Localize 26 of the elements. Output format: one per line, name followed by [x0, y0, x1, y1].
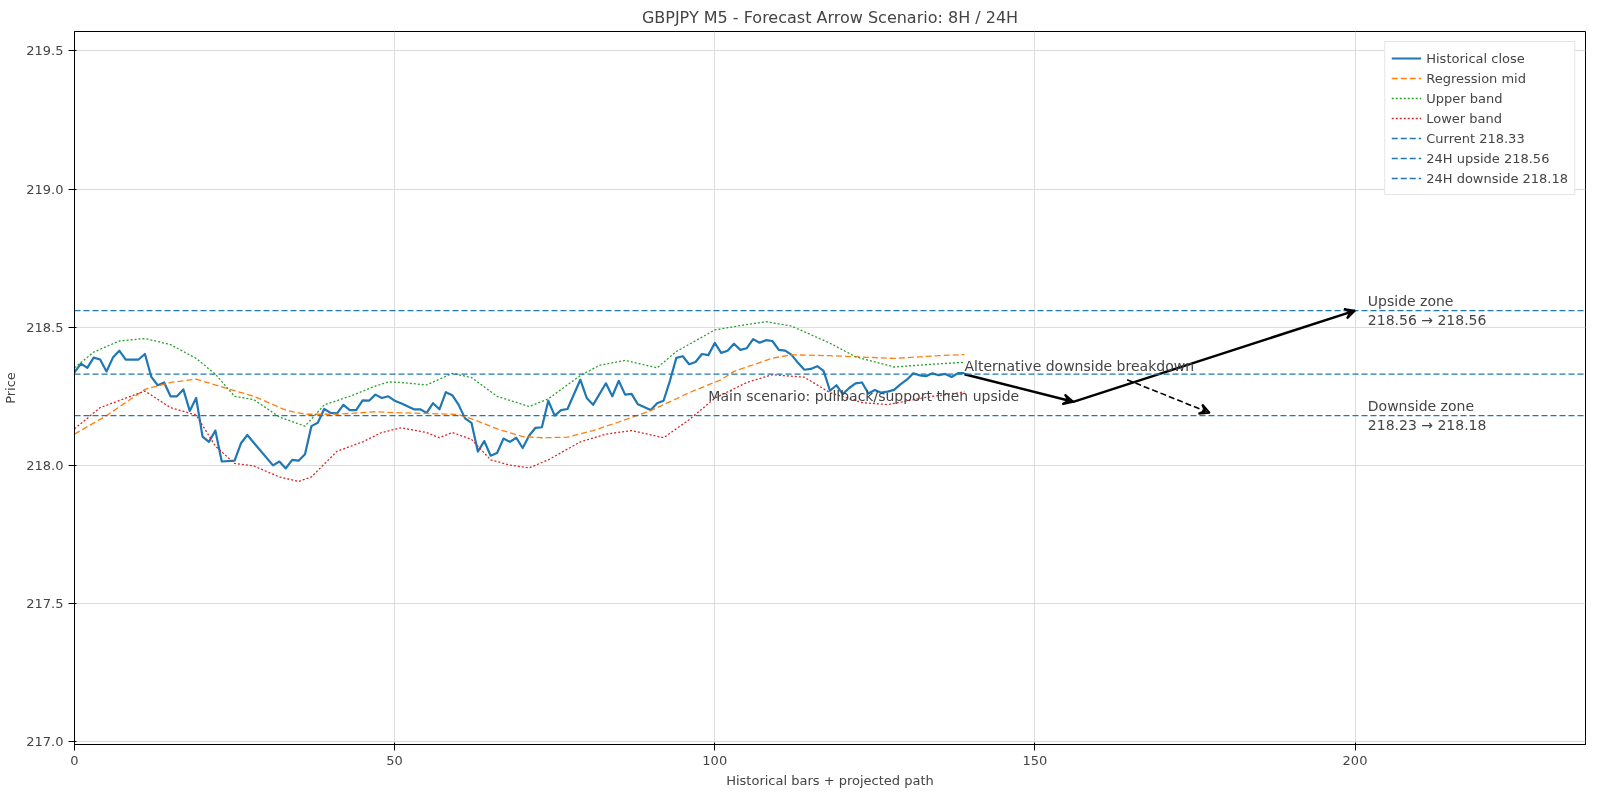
annotation: Downside zone 218.23 → 218.18 [1367, 398, 1487, 434]
y-tick-label: 219.5 [26, 43, 64, 59]
legend-label: 24H downside 218.18 [1426, 170, 1568, 186]
chart-title: GBPJPY M5 - Forecast Arrow Scenario: 8H / 24H [641, 7, 1019, 27]
line-series [74, 353, 966, 439]
y-tick-label: 217.0 [26, 734, 64, 750]
legend-label: Regression mid [1426, 70, 1526, 86]
y-axis-title: Price [3, 372, 19, 404]
annotation: Upside zone 218.56 → 218.56 [1367, 293, 1487, 329]
line-series [74, 321, 966, 427]
x-tick-label: 0 [70, 752, 79, 768]
legend-label: Lower band [1426, 110, 1503, 126]
legend-label: Current 218.33 [1426, 130, 1525, 146]
y-tick-label: 217.5 [26, 596, 64, 612]
y-tick-label: 219.0 [26, 181, 64, 197]
x-tick-label: 50 [386, 752, 403, 768]
x-tick-label: 200 [1342, 752, 1368, 768]
y-tick-label: 218.5 [26, 319, 64, 335]
x-tick-label: 100 [702, 752, 728, 768]
line-series [74, 374, 966, 483]
legend-label: 24H upside 218.56 [1426, 150, 1550, 166]
x-tick-label: 150 [1022, 752, 1048, 768]
legend-label: Historical close [1426, 50, 1525, 66]
y-tick-label: 218.0 [26, 457, 64, 473]
legend-label: Upper band [1426, 90, 1503, 106]
x-axis-title: Historical bars + projected path [726, 772, 934, 788]
